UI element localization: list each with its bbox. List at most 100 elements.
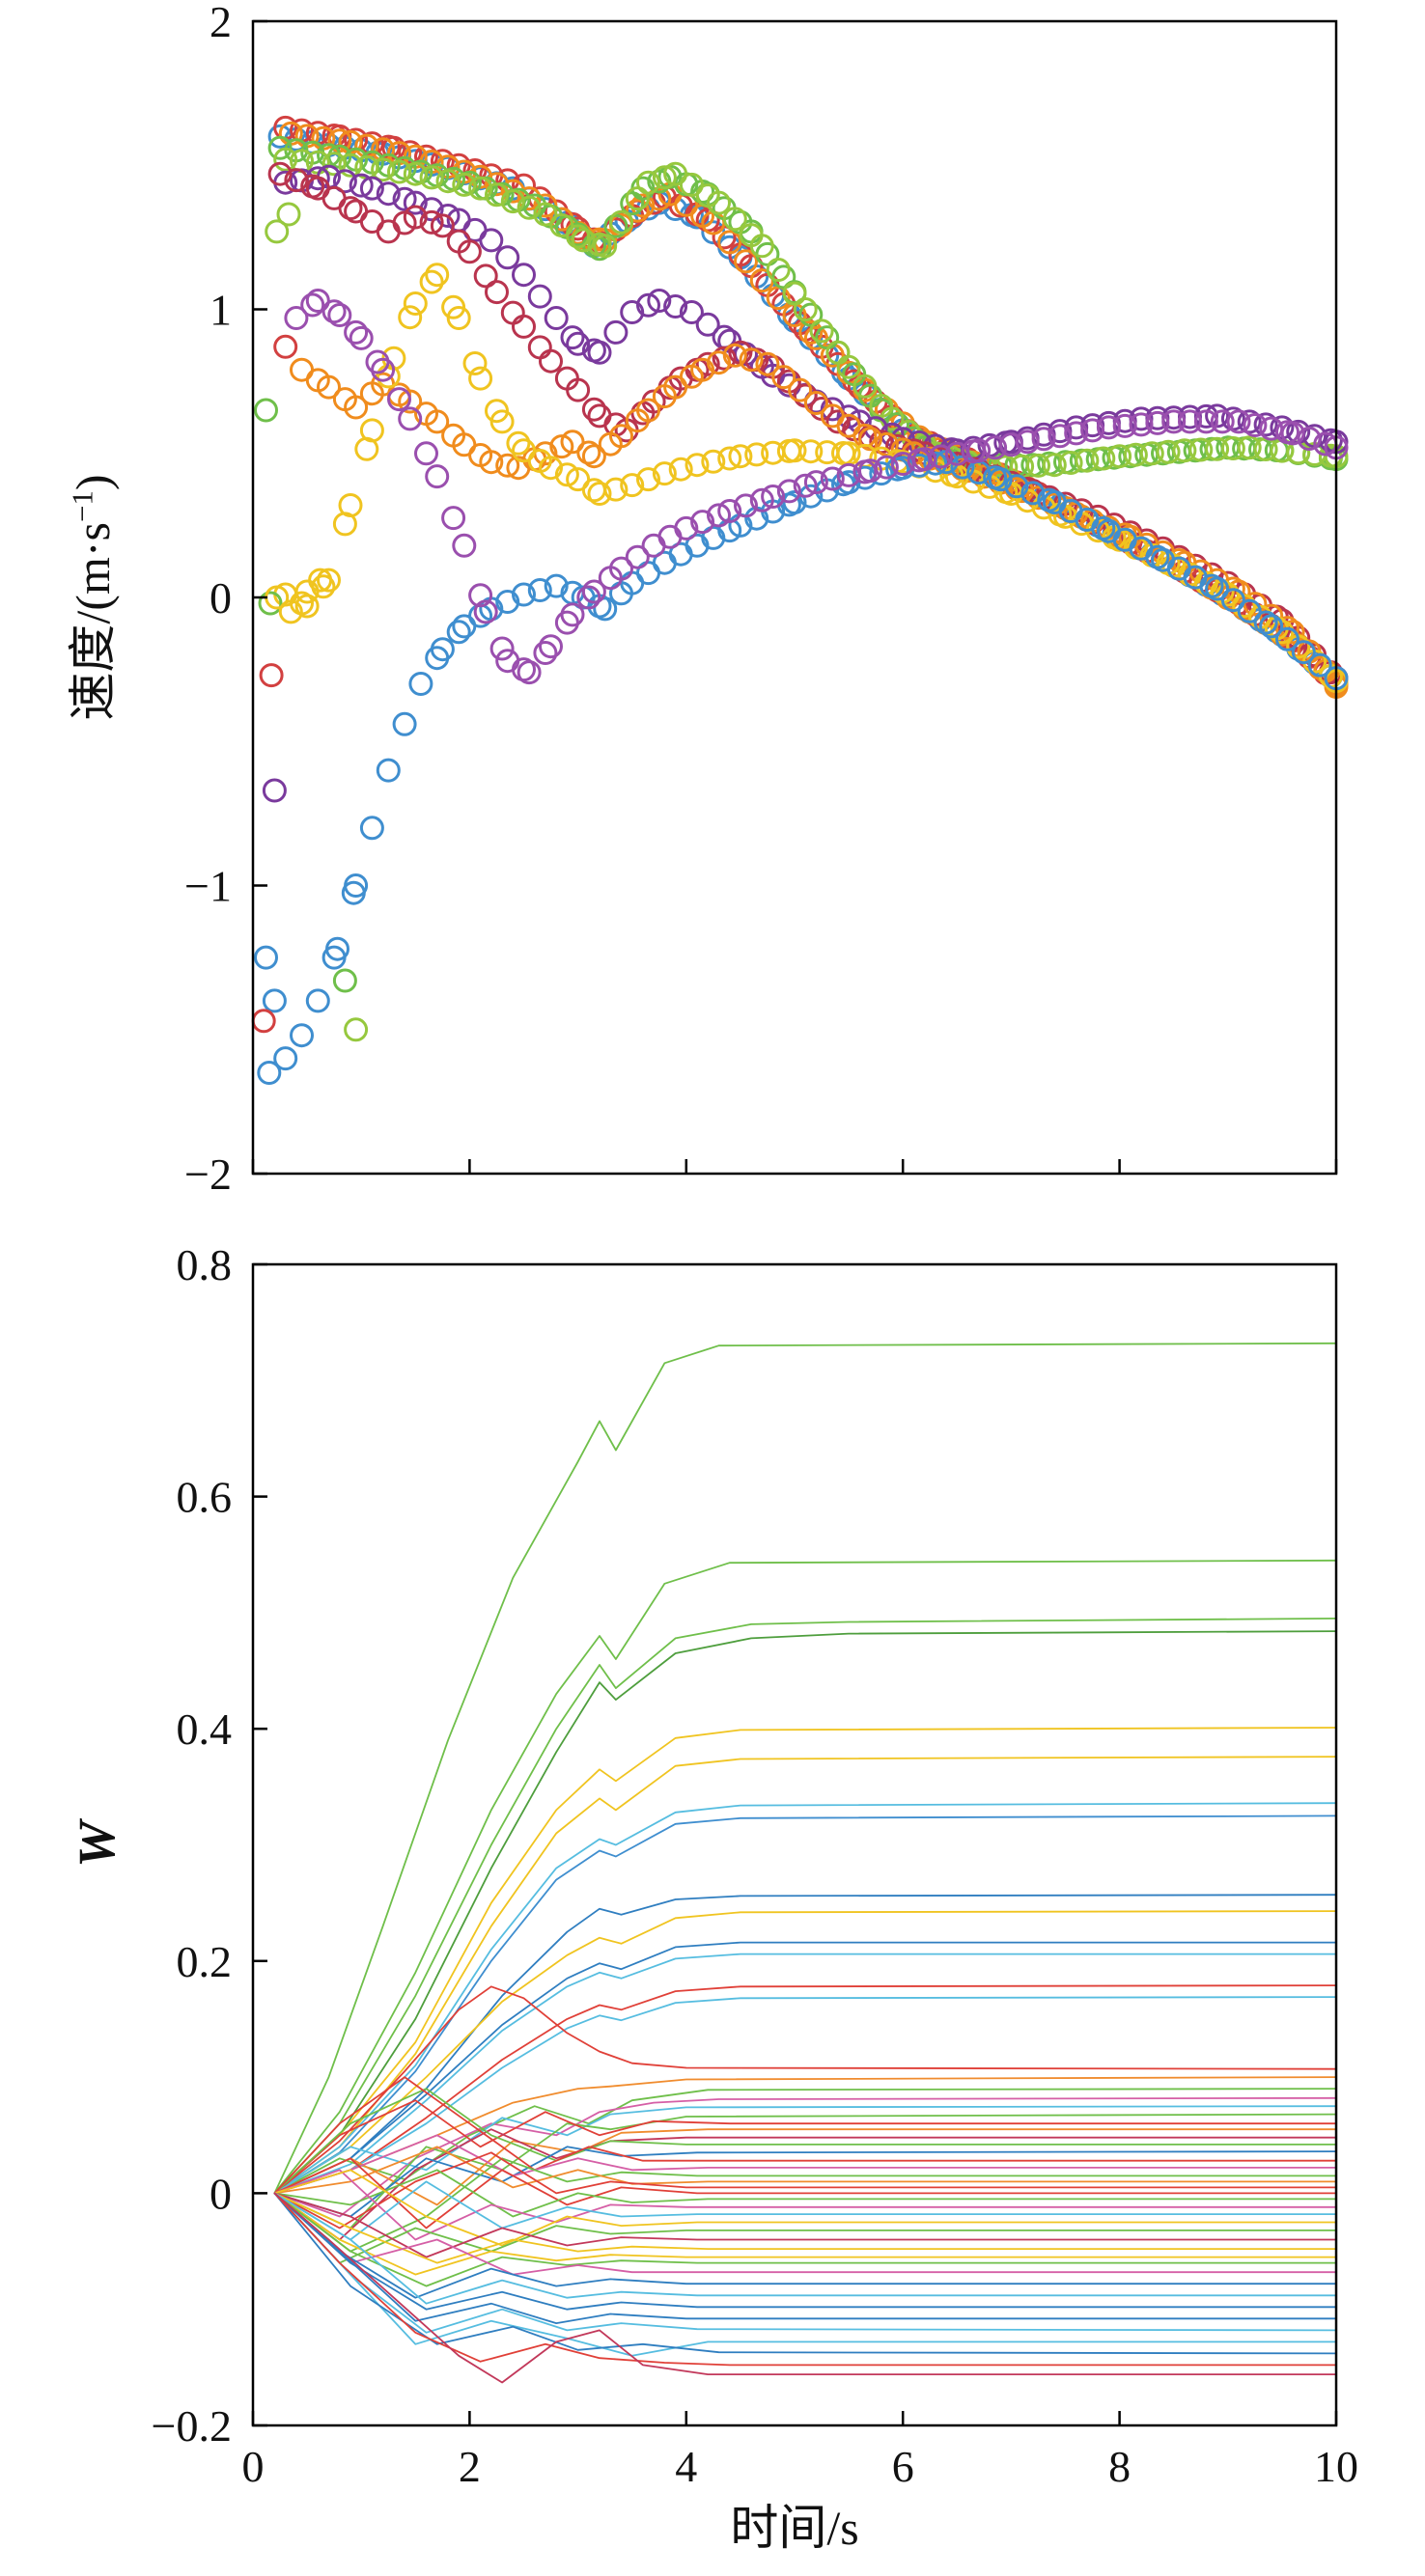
y-tick-label: 2 [210, 0, 232, 46]
line-series-11 [273, 1941, 1337, 2195]
x-tick-label: 2 [459, 2442, 481, 2491]
line-series-40 [273, 2192, 1337, 2287]
data-marker [262, 778, 287, 803]
data-marker [793, 473, 818, 498]
data-marker [620, 300, 645, 324]
data-marker [259, 663, 284, 688]
data-marker [308, 568, 333, 593]
data-marker [1280, 421, 1305, 446]
data-marker [321, 152, 347, 177]
data-marker [625, 544, 650, 569]
velocity-axis-label-main: 速度/(m·s [66, 522, 120, 721]
data-marker [1129, 412, 1154, 437]
data-marker [338, 493, 363, 517]
data-marker [500, 300, 525, 325]
data-marker [766, 258, 791, 282]
data-marker [803, 325, 828, 350]
y-tick-label: 0.6 [177, 1473, 233, 1522]
line-series-2 [273, 1559, 1337, 2195]
data-marker [707, 350, 731, 375]
line-series-34 [273, 2180, 1337, 2241]
data-marker [1020, 481, 1046, 506]
data-marker [276, 202, 301, 227]
data-marker [581, 397, 606, 422]
data-marker [869, 461, 894, 486]
data-marker [254, 945, 278, 970]
data-marker [398, 140, 423, 165]
data-marker [1237, 435, 1262, 460]
data-marker [566, 467, 591, 492]
x-tick-label: 8 [1108, 2442, 1131, 2491]
x-tick-label: 6 [892, 2442, 914, 2491]
data-marker [284, 306, 309, 330]
data-marker [755, 351, 780, 376]
data-marker [387, 387, 411, 412]
data-marker [473, 599, 498, 624]
line-series-37 [273, 2192, 1337, 2258]
data-marker [325, 936, 349, 961]
data-marker [430, 213, 455, 238]
data-marker [560, 325, 585, 350]
data-marker [717, 230, 742, 255]
data-marker [625, 198, 650, 223]
data-marker [294, 594, 320, 619]
y-tick-label: 0 [210, 573, 232, 623]
data-marker [581, 579, 606, 604]
data-marker [344, 395, 369, 420]
data-marker [998, 432, 1023, 457]
data-marker [408, 672, 433, 696]
time-axis-label: 时间/s [730, 2501, 859, 2555]
data-marker [457, 239, 482, 264]
data-marker [983, 435, 1008, 460]
data-marker [273, 147, 298, 172]
scatter-series-11 [284, 289, 1349, 685]
data-marker [652, 461, 677, 486]
data-marker [1172, 438, 1197, 463]
data-marker [359, 418, 384, 443]
data-marker [988, 467, 1013, 492]
weight-axis-label-text: W [68, 1820, 126, 1869]
line-series-14 [273, 1996, 1337, 2195]
line-series-27 [273, 2134, 1337, 2195]
velocity-scatter-chart: −2 −1 0 1 2 [184, 0, 1349, 1199]
data-marker [452, 172, 477, 197]
data-marker [254, 398, 278, 423]
data-marker [581, 444, 606, 469]
data-marker [549, 434, 574, 459]
data-marker [392, 186, 417, 211]
data-marker [265, 219, 290, 244]
line-series-35 [273, 2169, 1337, 2247]
data-marker [544, 306, 569, 330]
data-marker [1031, 427, 1056, 452]
data-marker [338, 196, 363, 221]
data-marker [495, 590, 520, 614]
data-marker [571, 228, 596, 253]
data-marker [722, 207, 747, 232]
line-series-41 [273, 2192, 1337, 2276]
y-tick-label: 0.4 [177, 1704, 233, 1754]
data-marker [1259, 614, 1284, 639]
data-marker [344, 873, 369, 898]
data-marker [495, 245, 520, 270]
line-series-45 [273, 2192, 1337, 2324]
data-marker [912, 447, 937, 472]
line-series-25 [273, 2146, 1337, 2218]
data-marker [273, 334, 298, 359]
line-series-12 [273, 1953, 1337, 2195]
data-marker [398, 389, 423, 414]
data-marker [512, 263, 536, 288]
data-marker [1275, 616, 1299, 641]
plot-frame [251, 1262, 1338, 2427]
data-marker [852, 374, 878, 399]
data-marker [603, 213, 629, 238]
data-marker [734, 493, 758, 518]
data-marker [554, 462, 579, 487]
data-marker [798, 319, 824, 345]
data-marker [544, 573, 569, 598]
data-marker [1253, 412, 1278, 437]
data-marker [674, 515, 699, 540]
data-marker [652, 165, 677, 190]
data-marker [707, 190, 731, 215]
data-marker [717, 499, 742, 523]
